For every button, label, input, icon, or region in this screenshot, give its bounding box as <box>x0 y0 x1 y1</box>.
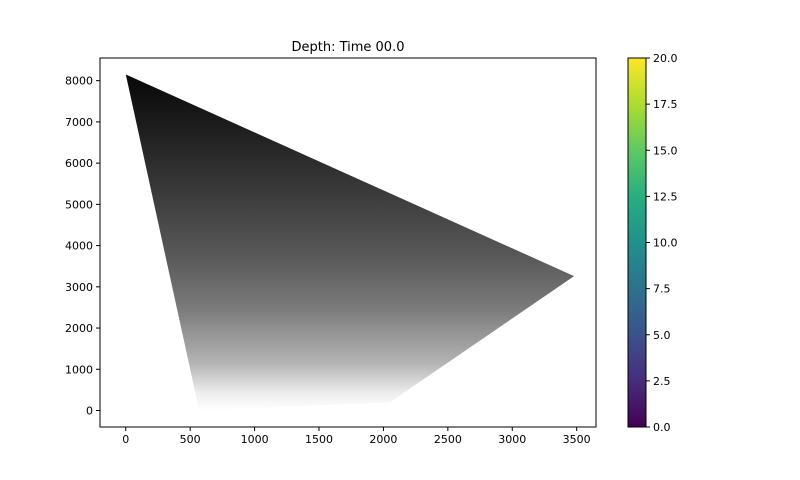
x-tick-label: 2000 <box>369 433 397 446</box>
colorbar-tick-label: 12.5 <box>653 190 678 203</box>
y-tick-label: 4000 <box>65 240 93 253</box>
y-tick-label: 3000 <box>65 281 93 294</box>
colorbar-tick-label: 15.0 <box>653 144 678 157</box>
chart-title: Depth: Time 00.0 <box>291 40 404 55</box>
x-tick-label: 2500 <box>434 433 462 446</box>
y-axis: 0 1000 2000 3000 4000 5000 6000 7000 8000 <box>65 75 100 418</box>
x-axis: 0 500 1000 1500 2000 2500 3000 3500 <box>122 427 591 446</box>
x-tick-label: 500 <box>180 433 201 446</box>
y-tick-label: 2000 <box>65 322 93 335</box>
colorbar <box>627 57 647 428</box>
x-tick-label: 0 <box>122 433 129 446</box>
y-tick-label: 1000 <box>65 363 93 376</box>
x-tick-label: 3000 <box>498 433 526 446</box>
x-tick-label: 1500 <box>305 433 333 446</box>
colorbar-tick-label: 10.0 <box>653 237 678 250</box>
colorbar-axis: 0.0 2.5 5.0 7.5 10.0 12.5 15.0 17.5 20.0 <box>646 52 678 434</box>
y-tick-label: 6000 <box>65 157 93 170</box>
x-tick-label: 3500 <box>563 433 591 446</box>
y-tick-label: 7000 <box>65 116 93 129</box>
depth-field <box>125 74 575 411</box>
colorbar-tick-label: 5.0 <box>653 329 671 342</box>
y-tick-label: 0 <box>86 405 93 418</box>
colorbar-tick-label: 7.5 <box>653 283 671 296</box>
colorbar-tick-label: 20.0 <box>653 52 678 65</box>
plot-frame <box>99 57 597 428</box>
colorbar-tick-label: 0.0 <box>653 421 671 434</box>
colorbar-tick-label: 2.5 <box>653 375 671 388</box>
y-tick-label: 8000 <box>65 75 93 88</box>
y-tick-label: 5000 <box>65 198 93 211</box>
colorbar-tick-label: 17.5 <box>653 98 678 111</box>
x-tick-label: 1000 <box>241 433 269 446</box>
